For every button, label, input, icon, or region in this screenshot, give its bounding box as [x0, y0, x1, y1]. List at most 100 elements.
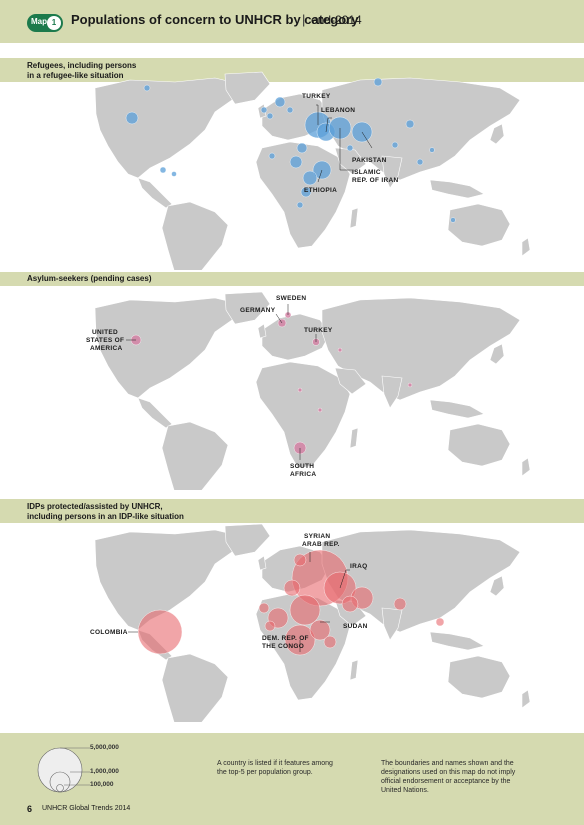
bubble-russia — [373, 77, 383, 87]
label-south-africa-2: AFRICA — [290, 471, 316, 478]
note-boundaries-line4: United Nations. — [381, 787, 429, 794]
footer-band — [0, 733, 584, 825]
idp-bubbles — [137, 549, 445, 656]
leader-pakistan — [361, 131, 373, 149]
label-drc-1: DEM. REP. OF — [262, 635, 309, 642]
bubble-uganda — [317, 407, 323, 413]
refugees-map: TURKEY LEBANON PAKISTAN ISLAMIC REP. OF … — [94, 71, 531, 270]
bubble-thailand — [416, 158, 424, 166]
bubble-drc — [300, 186, 312, 198]
bubble-kenya — [297, 387, 303, 393]
bubble-middle-east — [337, 347, 343, 353]
label-usa-2: STATES OF — [86, 337, 124, 344]
leader-ethiopia — [317, 169, 323, 183]
legend-circles — [37, 747, 90, 793]
bubble-india — [391, 141, 399, 149]
bubble-libya — [283, 579, 301, 597]
legend-value-100k: 100,000 — [90, 781, 114, 788]
label-sweden: SWEDEN — [276, 295, 306, 302]
bubble-germany — [274, 96, 286, 108]
bubble-canada — [143, 84, 151, 92]
note-top5-line2: the top-5 per population group. — [217, 769, 313, 776]
bubble-france — [266, 112, 274, 120]
leader-iran — [339, 128, 352, 171]
idp-leaders — [128, 552, 350, 652]
refugees-leaders — [316, 104, 373, 183]
page-number: 6 — [27, 804, 33, 814]
label-syria-2: ARAB REP. — [302, 541, 340, 548]
bubble-sweden — [286, 106, 294, 114]
bubble-uk — [260, 106, 268, 114]
asylum-map: SWEDEN GERMANY UNITED STATES OF AMERICA … — [86, 291, 531, 490]
asylum-world-land — [94, 291, 531, 490]
bubble-bangladesh — [429, 147, 435, 153]
asylum-label-band — [0, 272, 584, 286]
idp-label-line1: IDPs protected/assisted by UNHCR, — [27, 502, 163, 511]
bubble-car — [264, 620, 276, 632]
label-usa-3: AMERICA — [90, 345, 122, 352]
bubble-tanzania — [296, 201, 304, 209]
bubble-kenya — [302, 170, 318, 186]
label-south-africa-1: SOUTH — [290, 463, 314, 470]
label-turkey: TURKEY — [304, 327, 333, 334]
map-tag-label: Map — [31, 17, 47, 26]
bubble-venezuela — [171, 171, 177, 177]
asylum-label: Asylum-seekers (pending cases) — [27, 274, 152, 284]
bubble-mali — [258, 602, 270, 614]
bubble-colombia — [137, 609, 183, 655]
bubble-somalia — [323, 635, 337, 649]
note-boundaries-line3: official endorsement or acceptance by th… — [381, 778, 511, 785]
note-top5: A country is listed if it features among… — [217, 759, 333, 777]
leader-germany — [275, 313, 283, 324]
label-germany: GERMANY — [240, 307, 276, 314]
bubble-mali — [268, 152, 276, 160]
label-sudan: SUDAN — [343, 623, 368, 630]
bubble-australia — [450, 217, 456, 223]
bubble-yemen — [341, 595, 359, 613]
asylum-label-line1: Asylum-seekers (pending cases) — [27, 274, 152, 283]
map-tag: Map 1 — [27, 14, 63, 32]
bubble-south-sudan — [309, 619, 331, 641]
leader-turkey — [316, 104, 319, 125]
label-usa-1: UNITED — [92, 329, 118, 336]
refugees-label-line1: Refugees, including persons — [27, 61, 137, 70]
legend-circle-100k — [56, 784, 64, 792]
bubble-china — [405, 119, 415, 129]
note-boundaries-line2: designations used on this map do not imp… — [381, 769, 516, 776]
label-iran-2: REP. OF IRAN — [352, 177, 398, 184]
label-syria-1: SYRIAN — [304, 533, 330, 540]
label-iran-1: ISLAMIC — [352, 169, 381, 176]
page-subtitle: end-2014 — [311, 13, 362, 27]
idp-label-line2: including persons in an IDP-like situati… — [27, 512, 184, 521]
refugees-label-line2: in a refugee-like situation — [27, 71, 124, 80]
label-ethiopia: ETHIOPIA — [304, 187, 337, 194]
note-boundaries-line1: The boundaries and names shown and the — [381, 760, 514, 767]
bubble-usa — [125, 111, 139, 125]
label-pakistan: PAKISTAN — [352, 157, 387, 164]
refugees-label: Refugees, including persons in a refugee… — [27, 61, 136, 81]
legend-value-5m: 5,000,000 — [90, 744, 119, 751]
label-colombia: COLOMBIA — [90, 629, 128, 636]
page-source: UNHCR Global Trends 2014 — [42, 805, 131, 812]
label-drc-2: THE CONGO — [262, 643, 304, 650]
bubble-sudan — [289, 594, 321, 626]
leader-lebanon — [325, 117, 332, 133]
bubble-ukraine — [293, 553, 307, 567]
idp-label-band — [0, 499, 584, 523]
idp-map: SYRIAN ARAB REP. IRAQ COLOMBIA SUDAN DEM… — [90, 523, 531, 722]
bubble-myanmar — [393, 597, 407, 611]
label-lebanon: LEBANON — [321, 107, 355, 114]
page-title: Populations of concern to UNHCR by categ… — [71, 12, 359, 27]
bubble-yemen — [346, 144, 354, 152]
note-top5-line1: A country is listed if it features among — [217, 760, 333, 767]
note-boundaries: The boundaries and names shown and the d… — [381, 759, 515, 795]
idp-label: IDPs protected/assisted by UNHCR, includ… — [27, 502, 184, 522]
map-number: 1 — [47, 16, 61, 30]
label-iraq: IRAQ — [350, 563, 367, 570]
bubble-chad — [289, 155, 303, 169]
asylum-leaders — [126, 304, 317, 460]
leader-iraq — [339, 569, 350, 589]
refugee-bubbles — [125, 77, 456, 223]
header-band — [0, 0, 584, 43]
label-turkey: TURKEY — [302, 93, 331, 100]
